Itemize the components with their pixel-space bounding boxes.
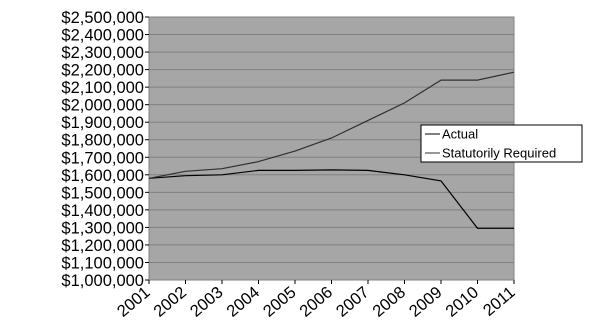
y-tick-label: $2,500,000	[61, 9, 144, 27]
legend-entry-actual: Actual	[425, 127, 478, 142]
y-tick-label: $2,200,000	[61, 62, 144, 80]
series-line-statutorily-required	[148, 71, 515, 179]
y-tick-label: $2,400,000	[61, 27, 144, 45]
legend-label-statutorily-required: Statutorily Required	[442, 146, 556, 161]
y-tick-label: $1,100,000	[61, 254, 144, 272]
x-tick-label: 2011	[480, 283, 519, 320]
x-tick-label: 2010	[442, 283, 482, 320]
x-tick-label: 2008	[369, 283, 409, 320]
x-tick-label: 2006	[296, 283, 336, 320]
legend-box	[420, 124, 583, 163]
y-tick-label: $2,100,000	[61, 79, 144, 97]
y-tick-label: $1,800,000	[61, 132, 144, 150]
x-tick-label: 2003	[187, 283, 227, 320]
legend-entry-statutorily-required: Statutorily Required	[425, 146, 556, 161]
y-tick-label: $1,400,000	[61, 202, 144, 220]
legend-label-actual: Actual	[442, 127, 478, 142]
x-axis-ticks: 2001200220032004200520062007200820092010…	[114, 280, 519, 321]
y-tick-label: $1,900,000	[61, 114, 144, 132]
y-tick-label: $1,200,000	[61, 237, 144, 255]
y-tick-label: $2,300,000	[61, 44, 144, 62]
x-tick-label: 2004	[223, 283, 263, 320]
x-tick-label: 2002	[150, 283, 190, 320]
y-tick-label: $1,300,000	[61, 219, 144, 237]
y-tick-label: $1,000,000	[61, 272, 144, 290]
series-line-actual	[148, 169, 514, 229]
y-tick-label: $2,000,000	[61, 97, 144, 115]
y-axis-ticks: $1,000,000$1,100,000$1,200,000$1,300,000…	[61, 9, 144, 290]
series-lines	[148, 71, 515, 229]
y-tick-label: $1,500,000	[61, 184, 144, 202]
legend: Actual Statutorily Required	[420, 124, 583, 163]
x-tick-label: 2007	[333, 283, 373, 320]
x-tick-label: 2009	[406, 283, 446, 320]
x-tick-label: 2005	[260, 283, 300, 320]
y-tick-label: $1,600,000	[61, 167, 144, 185]
y-tick-label: $1,700,000	[61, 149, 144, 167]
